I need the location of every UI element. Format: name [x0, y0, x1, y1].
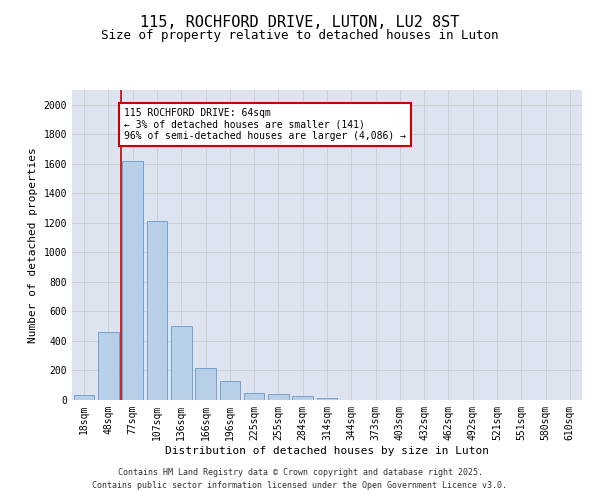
Bar [98, 332, 119, 400]
Text: 115 ROCHFORD DRIVE: 64sqm
← 3% of detached houses are smaller (141)
96% of semi-: 115 ROCHFORD DRIVE: 64sqm ← 3% of detach… [124, 108, 406, 141]
Bar [220, 381, 240, 400]
Text: Contains public sector information licensed under the Open Government Licence v3: Contains public sector information licen… [92, 480, 508, 490]
Bar [317, 398, 337, 400]
Bar [122, 161, 143, 400]
Bar [268, 394, 289, 400]
Bar [171, 326, 191, 400]
Text: 115, ROCHFORD DRIVE, LUTON, LU2 8ST: 115, ROCHFORD DRIVE, LUTON, LU2 8ST [140, 15, 460, 30]
Text: Contains HM Land Registry data © Crown copyright and database right 2025.: Contains HM Land Registry data © Crown c… [118, 468, 482, 477]
Bar [195, 368, 216, 400]
Text: Size of property relative to detached houses in Luton: Size of property relative to detached ho… [101, 28, 499, 42]
Y-axis label: Number of detached properties: Number of detached properties [28, 147, 38, 343]
Bar [74, 395, 94, 400]
Bar [244, 392, 265, 400]
Bar [146, 222, 167, 400]
Bar [292, 396, 313, 400]
X-axis label: Distribution of detached houses by size in Luton: Distribution of detached houses by size … [165, 446, 489, 456]
